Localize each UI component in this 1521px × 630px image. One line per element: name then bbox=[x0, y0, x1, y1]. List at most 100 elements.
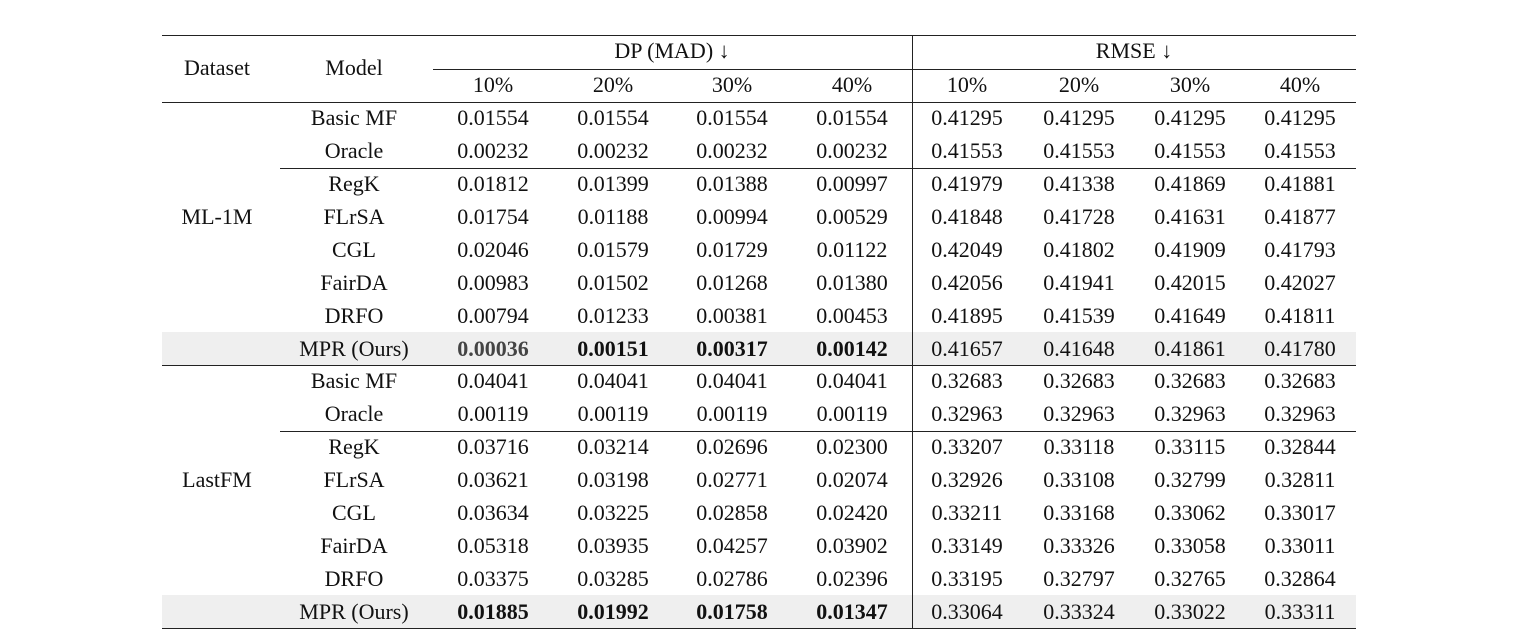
value-cell: 0.01188 bbox=[577, 204, 649, 230]
value-cell: 0.41295 bbox=[1264, 105, 1336, 131]
value-cell: 0.00983 bbox=[457, 269, 529, 295]
value-cell: 0.01758 bbox=[696, 598, 768, 624]
value-cell: 0.41895 bbox=[931, 302, 1003, 328]
model-name: DRFO bbox=[324, 302, 384, 328]
value-cell: 0.41793 bbox=[1264, 236, 1336, 262]
value-cell: 0.32926 bbox=[931, 467, 1003, 493]
value-cell: 0.01554 bbox=[577, 105, 649, 131]
value-cell: 0.42015 bbox=[1154, 269, 1226, 295]
value-cell: 0.32797 bbox=[1043, 565, 1115, 591]
value-cell: 0.01729 bbox=[696, 236, 768, 262]
value-cell: 0.33149 bbox=[931, 532, 1003, 558]
value-cell: 0.01554 bbox=[457, 105, 529, 131]
value-cell: 0.33207 bbox=[931, 434, 1003, 460]
value-cell: 0.32963 bbox=[1043, 401, 1115, 427]
value-cell: 0.33324 bbox=[1043, 598, 1115, 624]
model-name: CGL bbox=[332, 499, 376, 525]
value-cell: 0.02786 bbox=[696, 565, 768, 591]
value-cell: 0.00994 bbox=[696, 204, 768, 230]
value-cell: 0.33211 bbox=[931, 499, 1003, 525]
value-cell: 0.03621 bbox=[457, 467, 529, 493]
value-cell: 0.41877 bbox=[1264, 204, 1336, 230]
value-cell: 0.02396 bbox=[816, 565, 888, 591]
value-cell: 0.01554 bbox=[816, 105, 888, 131]
value-cell: 0.00232 bbox=[816, 138, 888, 164]
value-cell: 0.00119 bbox=[577, 401, 649, 427]
value-cell: 0.05318 bbox=[457, 532, 529, 558]
value-cell: 0.01268 bbox=[696, 269, 768, 295]
value-cell: 0.04041 bbox=[457, 368, 529, 394]
value-cell: 0.41295 bbox=[931, 105, 1003, 131]
value-cell: 0.03214 bbox=[577, 434, 649, 460]
value-cell: 0.33168 bbox=[1043, 499, 1115, 525]
value-cell: 0.33118 bbox=[1043, 434, 1115, 460]
value-cell: 0.00529 bbox=[816, 204, 888, 230]
value-cell: 0.41295 bbox=[1043, 105, 1115, 131]
value-cell: 0.41861 bbox=[1154, 335, 1226, 361]
value-cell: 0.33326 bbox=[1043, 532, 1115, 558]
value-cell: 0.00453 bbox=[816, 302, 888, 328]
value-cell: 0.33022 bbox=[1154, 598, 1226, 624]
header-rule bbox=[162, 102, 1356, 103]
value-cell: 0.03935 bbox=[577, 532, 649, 558]
value-cell: 0.01399 bbox=[577, 171, 649, 197]
value-cell: 0.32963 bbox=[1264, 401, 1336, 427]
value-cell: 0.33017 bbox=[1264, 499, 1336, 525]
value-cell: 0.00997 bbox=[816, 171, 888, 197]
value-cell: 0.33011 bbox=[1264, 532, 1336, 558]
value-cell: 0.03634 bbox=[457, 499, 529, 525]
value-cell: 0.01502 bbox=[577, 269, 649, 295]
value-cell: 0.02696 bbox=[696, 434, 768, 460]
dataset-label: ML-1M bbox=[181, 204, 253, 230]
value-cell: 0.41848 bbox=[931, 204, 1003, 230]
value-cell: 0.01754 bbox=[457, 204, 529, 230]
value-cell: 0.03716 bbox=[457, 434, 529, 460]
dataset-label: LastFM bbox=[182, 467, 252, 493]
header-cell: Dataset bbox=[184, 55, 250, 80]
value-cell: 0.01554 bbox=[696, 105, 768, 131]
highlight-row bbox=[162, 595, 1356, 628]
dataset-separator bbox=[162, 365, 1356, 366]
value-cell: 0.41979 bbox=[931, 171, 1003, 197]
value-cell: 0.32683 bbox=[1264, 368, 1336, 394]
value-cell: 0.41881 bbox=[1264, 171, 1336, 197]
value-cell: 0.00232 bbox=[696, 138, 768, 164]
value-cell: 0.41553 bbox=[1154, 138, 1226, 164]
value-cell: 0.41338 bbox=[1043, 171, 1115, 197]
value-cell: 0.33195 bbox=[931, 565, 1003, 591]
value-cell: 0.02046 bbox=[457, 236, 529, 262]
value-cell: 0.32683 bbox=[1154, 368, 1226, 394]
value-cell: 0.41802 bbox=[1043, 236, 1115, 262]
value-cell: 0.04041 bbox=[696, 368, 768, 394]
value-cell: 0.33064 bbox=[931, 598, 1003, 624]
model-name: MPR (Ours) bbox=[299, 598, 409, 624]
value-cell: 0.03225 bbox=[577, 499, 649, 525]
value-cell: 0.00119 bbox=[457, 401, 529, 427]
dataset-separator bbox=[162, 628, 1356, 629]
value-cell: 0.41657 bbox=[931, 335, 1003, 361]
value-cell: 0.32683 bbox=[931, 368, 1003, 394]
value-cell: 0.02771 bbox=[696, 467, 768, 493]
model-name: RegK bbox=[328, 171, 380, 197]
subheader-cell: 30% bbox=[1169, 72, 1211, 97]
value-cell: 0.03375 bbox=[457, 565, 529, 591]
model-name: CGL bbox=[332, 236, 376, 262]
model-name: MPR (Ours) bbox=[299, 335, 409, 361]
value-cell: 0.41553 bbox=[1264, 138, 1336, 164]
value-cell: 0.01992 bbox=[577, 598, 649, 624]
value-cell: 0.33108 bbox=[1043, 467, 1115, 493]
value-cell: 0.00151 bbox=[577, 335, 649, 361]
value-cell: 0.32811 bbox=[1264, 467, 1336, 493]
value-cell: 0.02300 bbox=[816, 434, 888, 460]
value-cell: 0.03285 bbox=[577, 565, 649, 591]
model-name: FairDA bbox=[320, 532, 388, 558]
value-cell: 0.42027 bbox=[1264, 269, 1336, 295]
value-cell: 0.01885 bbox=[457, 598, 529, 624]
value-cell: 0.00794 bbox=[457, 302, 529, 328]
value-cell: 0.33058 bbox=[1154, 532, 1226, 558]
value-cell: 0.02074 bbox=[816, 467, 888, 493]
value-cell: 0.01347 bbox=[816, 598, 888, 624]
value-cell: 0.41869 bbox=[1154, 171, 1226, 197]
value-cell: 0.01388 bbox=[696, 171, 768, 197]
value-cell: 0.03198 bbox=[577, 467, 649, 493]
